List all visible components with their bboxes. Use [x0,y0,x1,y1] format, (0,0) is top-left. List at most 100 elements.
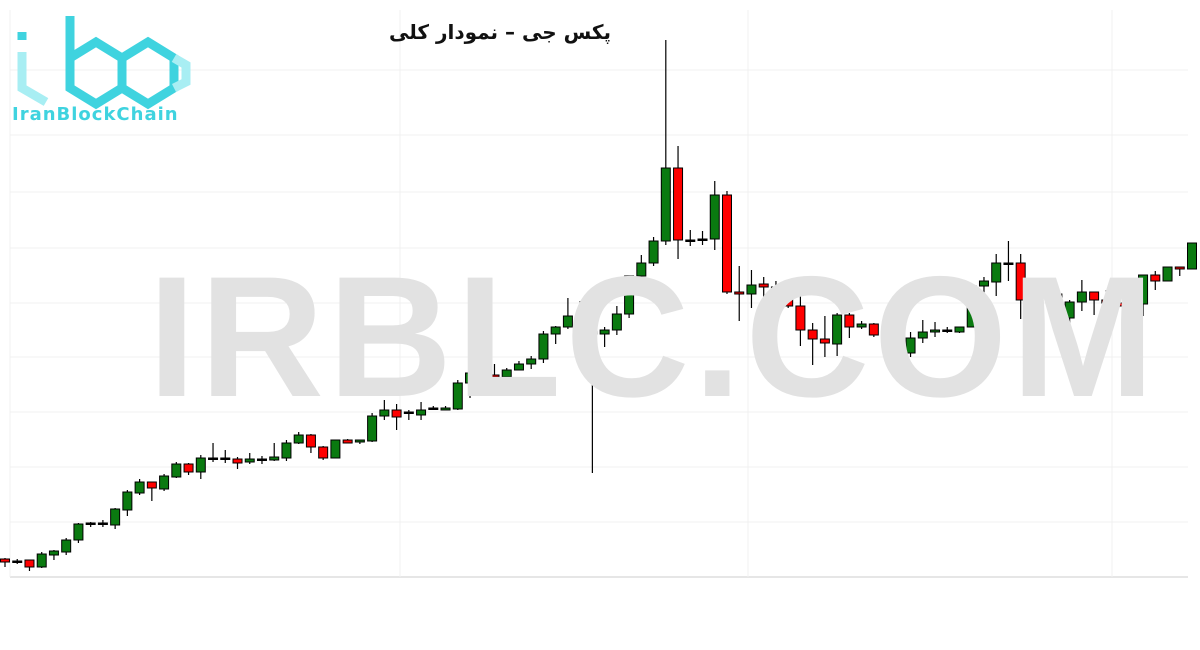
candle-body [513,363,524,371]
logo-c-accent [171,54,191,93]
logo-text: IranBlockChain [12,104,179,125]
candle-body [893,329,904,354]
chart-title: پکس جی – نمودار کلی [388,20,612,44]
candle-body [293,434,304,444]
candle-body [599,329,610,335]
candle-body [48,550,59,556]
candle-body [807,329,818,340]
candle-body [97,522,108,525]
candle-body [61,539,72,553]
candle-body [171,463,182,478]
candle-body [452,382,463,410]
candle-body [611,313,622,331]
candle-body [85,522,96,525]
candle-body [844,314,855,328]
candle-body [819,338,830,344]
candle-body [183,463,194,473]
candle-body [367,415,378,442]
candle-body [110,508,121,526]
candle-body [477,372,488,376]
candle-body [159,475,170,490]
candle-body [391,409,402,418]
candle-body [575,315,586,328]
candle-body [232,458,243,464]
candle-body [978,280,989,287]
candle-body [685,239,696,242]
candle-body [416,409,427,416]
candle-body [538,333,549,360]
candle-body [1052,293,1063,319]
candle-body [403,411,414,414]
candle-body [379,409,390,417]
candle-body [354,439,365,443]
candle-body [0,558,10,563]
candle-body [122,491,133,511]
candle-body [942,329,953,332]
candle-body [917,331,928,339]
candle-body [758,283,769,288]
candle-body [1003,262,1014,265]
candle-body [709,194,720,240]
candle-body [305,434,316,448]
candle-body [134,481,145,494]
candle-body [489,374,500,378]
candle-body [795,305,806,331]
candle-body [1064,301,1075,319]
candle-body [966,285,977,328]
logo-c-shape [117,36,179,110]
candle-body [832,314,843,345]
candle-body [905,337,916,354]
candle-body [783,286,794,307]
candle-body [526,358,537,365]
candle-body [1162,266,1173,282]
candle-body [697,238,708,241]
candle-body [256,458,267,461]
candle-body [734,291,745,295]
candle-body [1150,274,1161,282]
candle-body [636,262,647,277]
logo-b-shape [65,16,127,110]
candle-body [1187,242,1197,270]
candle-body [318,446,329,459]
candle-body [746,284,757,295]
candle-body [721,194,732,293]
candle-body [881,329,892,336]
candle-body [220,457,231,460]
candle-body [428,407,439,410]
candle-body [1174,266,1185,270]
candle-body [624,275,635,315]
candle-body [73,523,84,541]
candle-body [1076,291,1087,303]
candle-body [1089,291,1100,301]
candles [0,40,1197,571]
candle-body [856,323,867,328]
candle-body [281,442,292,459]
candle-body [673,167,684,241]
iranblockchain-logo [17,16,191,110]
candle-body [465,372,476,384]
candle-body [208,457,219,460]
candle-body [1027,292,1038,301]
candle-body [930,329,941,333]
candle-body [330,439,341,459]
logo-i-shape [17,52,49,106]
candle-body [562,315,573,328]
candle-body [36,553,47,568]
candle-body [991,262,1002,283]
candle-body [342,439,353,444]
candle-body [868,323,879,336]
candle-body [1015,262,1026,301]
candle-body [1113,302,1124,307]
candle-body [195,457,206,473]
candle-body [440,407,451,411]
candle-body [770,286,781,289]
watermark: IRBLC.COM [148,241,1159,433]
candle-body [24,559,35,568]
candle-body [550,326,561,335]
candle-body [1125,303,1136,307]
candle-body [12,560,23,563]
candle-body [146,481,157,489]
candle-body [269,456,280,461]
candle-body [501,369,512,378]
